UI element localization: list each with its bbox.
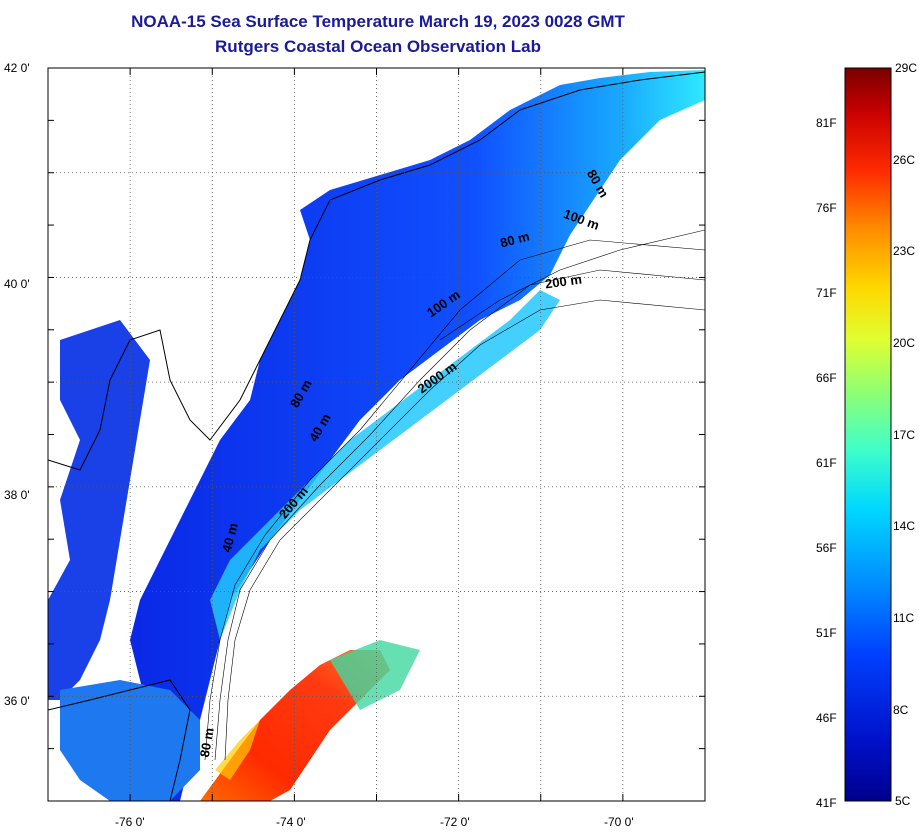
sst-gulf-stream-edge [215, 720, 260, 780]
colorbar-fahrenheit-label: 61F [816, 456, 837, 470]
colorbar-celsius-label: 11C [893, 611, 915, 625]
map-title: NOAA-15 Sea Surface Temperature March 19… [131, 12, 625, 31]
colorbar-fahrenheit-label: 76F [816, 201, 837, 215]
lon-tick-label: -72 0' [440, 815, 470, 829]
lat-tick-label: 36 0' [4, 694, 30, 708]
colorbar-fahrenheit-label: 71F [816, 286, 837, 300]
map-subtitle: Rutgers Coastal Ocean Observation Lab [215, 37, 541, 56]
sst-shelf-break [210, 290, 560, 640]
colorbar-celsius-label: 17C [893, 428, 916, 442]
isobath-line [204, 239, 705, 761]
coastline-south [48, 679, 191, 801]
colorbar-fahrenheit-label: 46F [816, 711, 837, 725]
colorbar-fahrenheit-label: 81F [816, 116, 837, 130]
colorbar-fahrenheit-label: 66F [816, 371, 837, 385]
colorbar-fahrenheit-label: 51F [816, 626, 837, 640]
colorbar [844, 67, 892, 802]
sst-bay-water [48, 320, 150, 700]
lon-tick-label: -74 0' [276, 815, 306, 829]
sst-shelf-water [130, 70, 705, 801]
lon-tick-label: -76 0' [115, 815, 145, 829]
lon-tick-label: -70 0' [604, 815, 634, 829]
sst-gulf-stream [200, 650, 390, 801]
colorbar-celsius-label: 14C [893, 519, 916, 533]
colorbar-celsius-label: 8C [893, 703, 909, 717]
colorbar-fahrenheit-label: 56F [816, 541, 837, 555]
isobath-line [224, 299, 705, 761]
colorbar-celsius-label: 23C [893, 244, 916, 258]
lat-tick-label: 40 0' [4, 277, 30, 291]
axis-ticks [48, 68, 705, 801]
lat-tick-label: 38 0' [4, 488, 30, 502]
graticule [48, 68, 705, 801]
isobath-line [214, 269, 705, 761]
lat-tick-label: 42 0' [4, 61, 30, 75]
coastline [48, 71, 705, 471]
colorbar-fahrenheit-label: 41F [816, 796, 837, 810]
colorbar-celsius-label: 26C [893, 153, 916, 167]
colorbar-celsius-label: 29C [895, 61, 918, 75]
colorbar-celsius-label: 20C [893, 336, 916, 350]
colorbar-celsius-label: 5C [895, 794, 911, 808]
map-plot-area [48, 70, 705, 801]
sst-warm-eddy [330, 640, 420, 710]
isobath-line [439, 229, 705, 341]
